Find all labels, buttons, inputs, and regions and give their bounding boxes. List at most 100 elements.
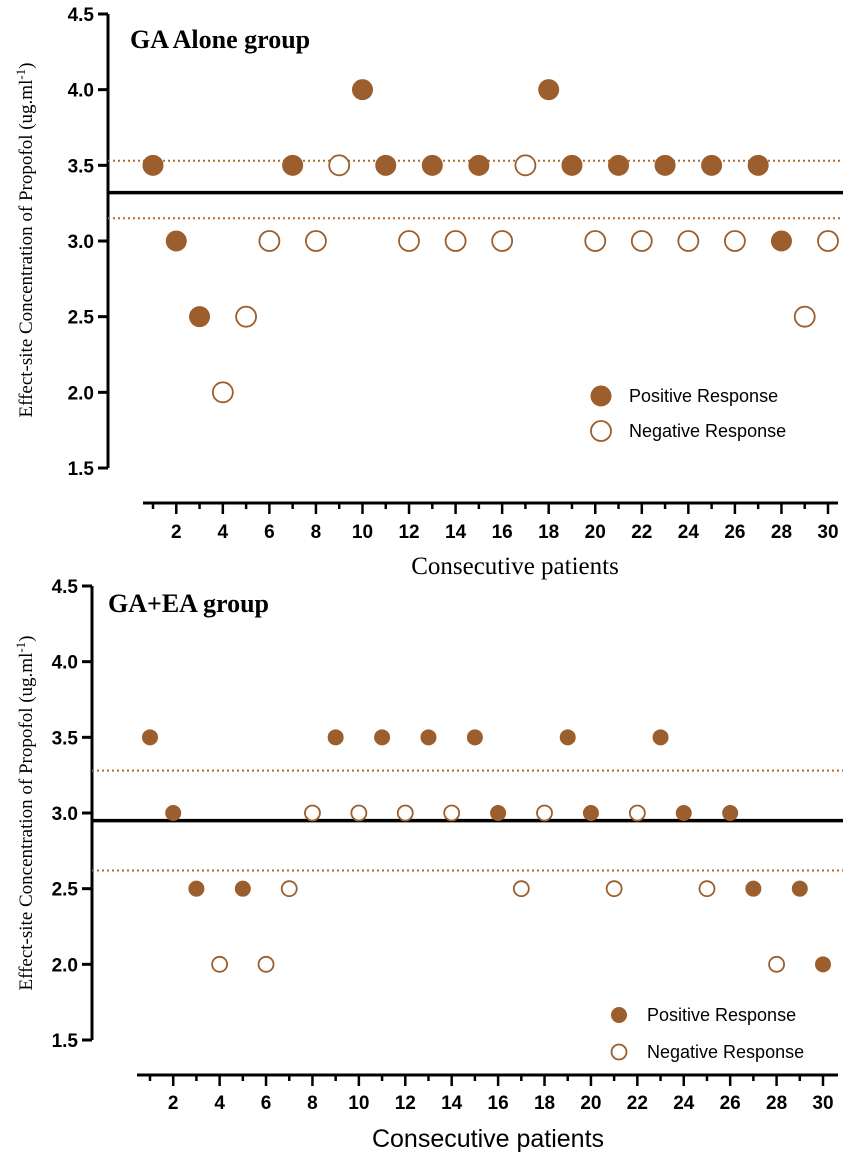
point-positive <box>466 729 483 746</box>
y-tick-label: 4.5 <box>68 5 95 26</box>
chart-title: GA+EA group <box>108 589 269 618</box>
point-positive <box>142 729 158 746</box>
point-positive <box>561 154 583 176</box>
point-positive <box>142 154 164 176</box>
x-tick-label: 10 <box>352 522 373 543</box>
x-tick-label: 2 <box>168 1093 179 1114</box>
point-negative <box>328 154 351 177</box>
x-tick-label: 18 <box>534 1093 555 1114</box>
point-positive <box>375 154 397 176</box>
x-tick-label: 12 <box>395 1093 416 1114</box>
point-positive <box>351 79 373 101</box>
point-negative <box>444 230 467 252</box>
x-tick-label: 16 <box>488 1093 509 1114</box>
point-positive <box>490 805 507 821</box>
y-axis-label-sup: -1 <box>13 642 28 653</box>
point-negative <box>235 305 258 328</box>
point-positive <box>815 956 831 973</box>
point-negative <box>768 955 785 973</box>
y-axis-label: Effect-site Concentration of Propofol (u… <box>13 635 37 990</box>
point-negative <box>723 230 746 252</box>
x-tick-label: 26 <box>724 522 745 543</box>
point-negative <box>630 230 653 252</box>
x-tick-label: 8 <box>311 522 322 543</box>
x-tick-label: 30 <box>817 522 838 543</box>
x-tick-label: 26 <box>720 1093 741 1114</box>
y-axis-label-sup: -1 <box>13 69 28 80</box>
y-tick-label: 4.0 <box>52 653 78 674</box>
point-positive <box>165 230 187 252</box>
legend-negative-marker <box>610 1043 628 1061</box>
point-negative <box>793 305 816 328</box>
point-negative <box>443 804 461 822</box>
point-positive <box>374 729 391 746</box>
point-positive <box>538 79 560 101</box>
legend-negative-label: Negative Response <box>647 1042 804 1062</box>
legend-positive-marker <box>590 385 612 407</box>
point-positive <box>701 154 723 176</box>
y-axis-label: Effect-site Concentration of Propofol (u… <box>13 62 37 417</box>
point-positive <box>722 805 739 821</box>
point-positive <box>165 805 182 821</box>
y-axis-label-main: Effect-site Concentration of Propofol (u… <box>16 80 37 418</box>
y-axis-label-main: Effect-site Concentration of Propofol (u… <box>16 653 37 991</box>
point-negative <box>211 381 234 404</box>
point-positive <box>791 880 808 897</box>
panel-ga-alone: 1.52.02.53.03.54.04.52 4 6 8 10 12 14 16 18 20 22 2… <box>13 5 843 580</box>
x-tick-label: 30 <box>812 1093 833 1114</box>
point-positive <box>745 880 762 897</box>
point-negative <box>280 880 298 898</box>
y-tick-label: 2.0 <box>52 955 78 976</box>
x-tick-label: 4 <box>214 1093 225 1114</box>
point-negative <box>698 880 716 898</box>
point-negative <box>258 230 281 252</box>
x-tick-label: 14 <box>445 522 467 543</box>
point-positive <box>559 729 576 746</box>
x-tick-label: 14 <box>441 1093 463 1114</box>
point-negative <box>398 230 420 252</box>
y-tick-label: 3.0 <box>68 232 94 253</box>
point-positive <box>652 729 669 746</box>
point-negative <box>304 804 321 822</box>
point-negative <box>491 230 514 252</box>
x-tick-label: 22 <box>631 522 652 543</box>
point-positive <box>188 880 205 897</box>
point-positive <box>582 805 599 821</box>
y-tick-label: 1.5 <box>68 459 95 480</box>
x-tick-label: 22 <box>627 1093 648 1114</box>
point-negative <box>396 804 414 822</box>
point-positive <box>327 729 344 746</box>
point-negative <box>817 230 839 252</box>
point-negative <box>350 804 368 822</box>
point-negative <box>605 880 623 898</box>
x-tick-label: 12 <box>398 522 419 543</box>
x-tick-label: 6 <box>264 522 275 543</box>
x-tick-label: 8 <box>307 1093 318 1114</box>
x-tick-label: 24 <box>673 1093 695 1114</box>
point-positive <box>234 880 251 897</box>
x-axis-label: Consecutive patients <box>372 1125 604 1153</box>
point-negative <box>512 880 530 898</box>
y-tick-label: 2.0 <box>68 383 94 404</box>
y-tick-label: 4.0 <box>68 81 94 102</box>
x-tick-label: 2 <box>171 522 182 543</box>
y-tick-label: 3.0 <box>52 804 78 825</box>
legend-positive-label: Positive Response <box>629 386 778 406</box>
x-tick-label: 18 <box>538 522 559 543</box>
point-positive <box>468 154 490 176</box>
x-tick-label: 20 <box>580 1093 601 1114</box>
x-tick-label: 20 <box>585 522 606 543</box>
point-negative <box>536 804 553 822</box>
legend-positive-marker <box>611 1007 627 1023</box>
point-negative <box>305 230 327 252</box>
legend-positive-label: Positive Response <box>647 1005 796 1025</box>
point-negative <box>211 955 229 973</box>
point-positive <box>654 154 676 176</box>
point-negative <box>514 154 537 177</box>
point-positive <box>747 154 769 176</box>
y-axis-label-close: ) <box>16 62 37 68</box>
point-positive <box>675 805 692 821</box>
chart-title: GA Alone group <box>130 25 310 54</box>
x-tick-label: 10 <box>348 1093 369 1114</box>
